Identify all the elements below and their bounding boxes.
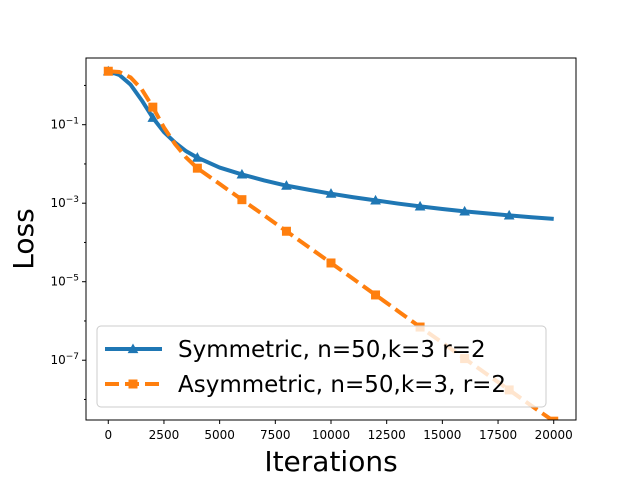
series-marker bbox=[281, 226, 291, 236]
x-tick-label: 15000 bbox=[423, 428, 461, 442]
y-tick-label: 10−5 bbox=[50, 274, 79, 289]
series-layer bbox=[102, 65, 559, 420]
series-marker bbox=[237, 195, 247, 205]
series-marker bbox=[103, 66, 113, 76]
legend-label: Asymmetric, n=50,k=3, r=2 bbox=[178, 372, 506, 398]
series-marker bbox=[326, 258, 336, 268]
x-tick-label: 0 bbox=[104, 428, 112, 442]
series-marker bbox=[325, 188, 337, 198]
legend-marker bbox=[128, 379, 138, 389]
x-tick-label: 20000 bbox=[535, 428, 573, 442]
x-tick-label: 7500 bbox=[260, 428, 291, 442]
series-marker bbox=[370, 194, 381, 205]
y-tick-label: 10−3 bbox=[50, 195, 79, 210]
series-marker bbox=[147, 112, 159, 122]
series-marker bbox=[148, 102, 158, 112]
series-marker bbox=[281, 180, 292, 190]
y-axis-label: Loss bbox=[7, 208, 40, 269]
y-tick-label: 10−7 bbox=[50, 352, 79, 367]
legend-marker bbox=[127, 343, 139, 354]
series-marker bbox=[549, 416, 559, 420]
x-tick-label: 12500 bbox=[368, 428, 406, 442]
series-marker bbox=[371, 290, 381, 300]
series-marker bbox=[236, 168, 248, 179]
series-marker bbox=[192, 163, 202, 173]
x-tick-label: 10000 bbox=[312, 428, 350, 442]
series-marker bbox=[459, 205, 470, 216]
x-tick-label: 2500 bbox=[149, 428, 180, 442]
x-axis-label: Iterations bbox=[264, 445, 397, 478]
y-tick-label: 10−1 bbox=[50, 117, 79, 132]
x-tick-label: 17500 bbox=[479, 428, 517, 442]
series-marker bbox=[414, 200, 426, 211]
series-marker bbox=[503, 209, 515, 220]
y-axis-ticks: 10−7 10−5 10−3 10−1 bbox=[50, 84, 86, 400]
legend-label: Symmetric, n=50,k=3 r=2 bbox=[178, 337, 486, 363]
legend: Symmetric, n=50,k=3 r=2 Asymmetric, n=50,… bbox=[96, 325, 547, 408]
legend-box bbox=[96, 325, 547, 408]
x-tick-label: 5000 bbox=[204, 428, 235, 442]
legend-entries: Symmetric, n=50,k=3 r=2 Asymmetric, n=50,… bbox=[105, 337, 506, 398]
series-symmetric bbox=[102, 65, 554, 221]
x-axis-ticks: 0 2500 5000 7500 10000 12500 15000 17500 20000 bbox=[104, 420, 573, 442]
series-marker bbox=[192, 152, 203, 162]
